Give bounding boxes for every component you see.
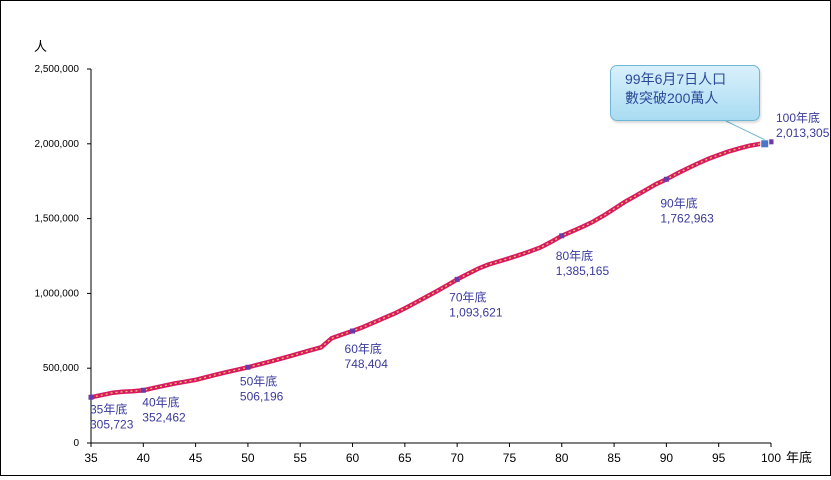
x-tick-label: 95	[712, 451, 726, 465]
y-tick-label: 1,000,000	[35, 288, 80, 299]
y-tick-label: 2,500,000	[35, 64, 80, 75]
data-marker	[559, 233, 565, 239]
annotation-year: 40年底	[142, 394, 179, 409]
x-axis-unit-label: 年底	[786, 450, 812, 465]
data-marker	[140, 387, 146, 393]
annotation-value: 305,723	[90, 417, 134, 431]
x-tick-label: 70	[450, 451, 464, 465]
x-tick-label: 65	[398, 451, 412, 465]
y-tick-label: 0	[73, 438, 79, 449]
x-tick-label: 45	[189, 451, 203, 465]
annotation-value: 748,404	[345, 357, 389, 371]
series-layer	[88, 139, 774, 400]
data-marker	[245, 364, 251, 370]
axes	[90, 69, 771, 444]
callout-line-1: 99年6月7日人口	[625, 71, 727, 87]
annotation-value: 2,013,305	[776, 126, 830, 140]
annotation-value: 1,762,963	[660, 211, 714, 225]
x-tick-label: 75	[503, 451, 517, 465]
y-tick-label: 500,000	[43, 363, 80, 374]
milestone-callout: 99年6月7日人口 數突破200萬人	[610, 65, 760, 121]
data-marker	[663, 176, 669, 182]
milestone-marker	[760, 139, 770, 149]
data-marker	[454, 276, 460, 282]
annotation-value: 1,093,621	[449, 305, 503, 319]
annotation-value: 1,385,165	[556, 264, 610, 278]
population-line-dots	[90, 141, 772, 398]
x-tick-label: 35	[84, 451, 98, 465]
y-axis-unit-label: 人	[34, 39, 47, 54]
callout-pointer	[725, 120, 765, 141]
annotation-year: 60年底	[345, 341, 382, 356]
annotation-year: 50年底	[240, 373, 277, 388]
y-tick-label: 1,500,000	[35, 214, 80, 225]
x-tick-label: 55	[294, 451, 308, 465]
annotation-value: 506,196	[240, 389, 284, 403]
x-axis-ticks: 35 40 45 50 55 60 65 70 75 80 85 90 95 100	[84, 443, 781, 465]
x-tick-label: 100	[761, 451, 781, 465]
x-tick-label: 50	[241, 451, 255, 465]
data-marker	[768, 139, 774, 145]
x-tick-label: 40	[137, 451, 151, 465]
data-marker	[88, 394, 94, 400]
x-tick-label: 60	[346, 451, 360, 465]
annotation-year: 100年底	[776, 110, 820, 125]
annotation-year: 35年底	[90, 401, 127, 416]
annotation-year: 90年底	[660, 195, 697, 210]
annotation-year: 80年底	[556, 248, 593, 263]
y-tick-label: 2,000,000	[35, 139, 80, 150]
data-marker	[350, 328, 356, 334]
y-axis-ticks: 0 500,000 1,000,000 1,500,000 2,000,000 2,500…	[35, 64, 91, 449]
x-tick-label: 90	[660, 451, 674, 465]
x-tick-label: 80	[555, 451, 569, 465]
annotation-year: 70年底	[449, 289, 486, 304]
annotation-value: 352,462	[142, 410, 186, 424]
callout-line-2: 數突破200萬人	[625, 90, 719, 106]
population-line	[88, 139, 774, 400]
x-tick-label: 85	[607, 451, 621, 465]
